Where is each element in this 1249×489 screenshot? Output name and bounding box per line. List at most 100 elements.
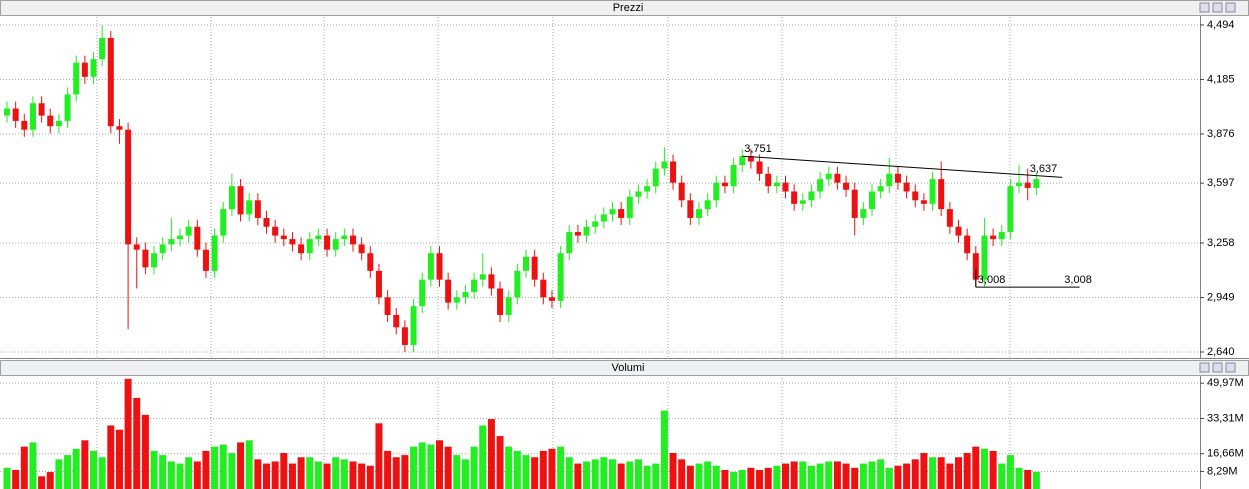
annotation: 3,008 — [1064, 274, 1092, 286]
y-tick-label: 3,597 — [1207, 177, 1235, 189]
volume-bar — [453, 455, 461, 489]
candle-body — [972, 253, 979, 280]
candle-body — [514, 270, 521, 298]
volume-bar — [773, 465, 781, 489]
candle-body — [324, 235, 331, 250]
candle-body — [350, 235, 356, 245]
candle-body — [782, 182, 789, 192]
y-tick-label: 49,97M — [1207, 377, 1244, 389]
candle-body — [635, 191, 642, 197]
volume-bar — [64, 455, 72, 489]
volume-bar — [12, 469, 20, 489]
volume-bar — [609, 459, 616, 489]
volume-bar — [825, 461, 833, 489]
candle-body — [497, 288, 504, 315]
volume-bar — [288, 463, 296, 489]
candle-body — [168, 239, 175, 245]
volume-bar — [55, 459, 63, 489]
candle-body — [574, 232, 581, 236]
volume-bar — [470, 446, 478, 489]
candle-body — [548, 297, 555, 301]
volume-bar — [314, 461, 322, 489]
panel-button[interactable] — [1212, 2, 1223, 13]
candle-body — [99, 37, 106, 60]
volume-bar — [280, 452, 288, 489]
volume-bar — [929, 457, 937, 489]
candle-body — [799, 200, 806, 204]
volume-bar — [20, 446, 28, 489]
volume-bar — [193, 461, 201, 489]
candle-body — [704, 200, 711, 210]
candle-body — [64, 94, 71, 121]
volume-bar — [444, 446, 452, 489]
volume-bar — [237, 442, 245, 489]
volume-bar — [980, 448, 988, 489]
candle-body — [618, 209, 625, 218]
volume-bar — [297, 457, 305, 489]
volume-bar — [955, 457, 962, 489]
volume-bar — [557, 446, 565, 489]
volume-bar — [496, 436, 504, 489]
panel-button[interactable] — [1225, 2, 1236, 13]
candle-body — [159, 244, 166, 254]
volume-bar — [306, 457, 314, 489]
volume-bar — [626, 461, 634, 489]
volume-bar — [522, 455, 530, 489]
volume-bar — [842, 463, 850, 489]
volume-bar — [72, 448, 80, 489]
candle-body — [246, 200, 253, 215]
annotation: 3,751 — [744, 143, 772, 155]
volume-bar — [375, 423, 383, 489]
volume-bar — [219, 444, 227, 489]
candle-body — [185, 226, 192, 236]
candle-body — [47, 115, 54, 127]
candle-body — [747, 156, 754, 162]
trendline — [742, 155, 1063, 178]
candle-body — [938, 179, 945, 210]
candle-body — [298, 244, 305, 254]
candle-body — [211, 235, 218, 271]
panel-button[interactable] — [1199, 362, 1210, 373]
candle-body — [116, 126, 123, 130]
candle-body — [332, 239, 339, 250]
candle-body — [505, 297, 512, 315]
candle-body — [998, 232, 1005, 240]
candle-body — [479, 274, 486, 280]
volume-bar — [782, 463, 789, 489]
candle-body — [419, 279, 426, 307]
candle-body — [903, 182, 910, 192]
volume-bar — [46, 472, 54, 489]
volume-bar — [115, 429, 123, 489]
candle-body — [886, 173, 893, 187]
panel-button[interactable] — [1225, 362, 1236, 373]
y-tick-label: 2,949 — [1207, 291, 1235, 303]
volume-bar — [38, 476, 46, 489]
candle-body — [583, 226, 590, 236]
candle-body — [990, 235, 997, 240]
volume-bar — [989, 450, 997, 489]
volume-bar — [436, 440, 443, 489]
panel-button[interactable] — [1212, 362, 1223, 373]
annotation: 3,008 — [978, 274, 1006, 286]
candle-body — [367, 253, 374, 271]
volume-bar — [1015, 467, 1023, 489]
candle-body — [661, 161, 668, 169]
volume-bar — [652, 463, 660, 489]
candle-body — [721, 182, 728, 187]
volume-bar — [730, 472, 738, 489]
y-tick-label: 16,66M — [1207, 448, 1244, 460]
candle-body — [713, 182, 720, 201]
panel-button[interactable] — [1199, 2, 1210, 13]
candle-body — [1033, 179, 1040, 188]
annotation: 3,637 — [1030, 163, 1058, 175]
volume-bar — [721, 469, 729, 489]
candle-body — [1024, 182, 1031, 188]
volume-bar — [263, 463, 270, 489]
volume-bar — [548, 448, 556, 489]
volume-bar — [133, 397, 141, 489]
candle-body — [21, 120, 28, 130]
candle-body — [384, 297, 391, 315]
candle-body — [825, 173, 832, 180]
